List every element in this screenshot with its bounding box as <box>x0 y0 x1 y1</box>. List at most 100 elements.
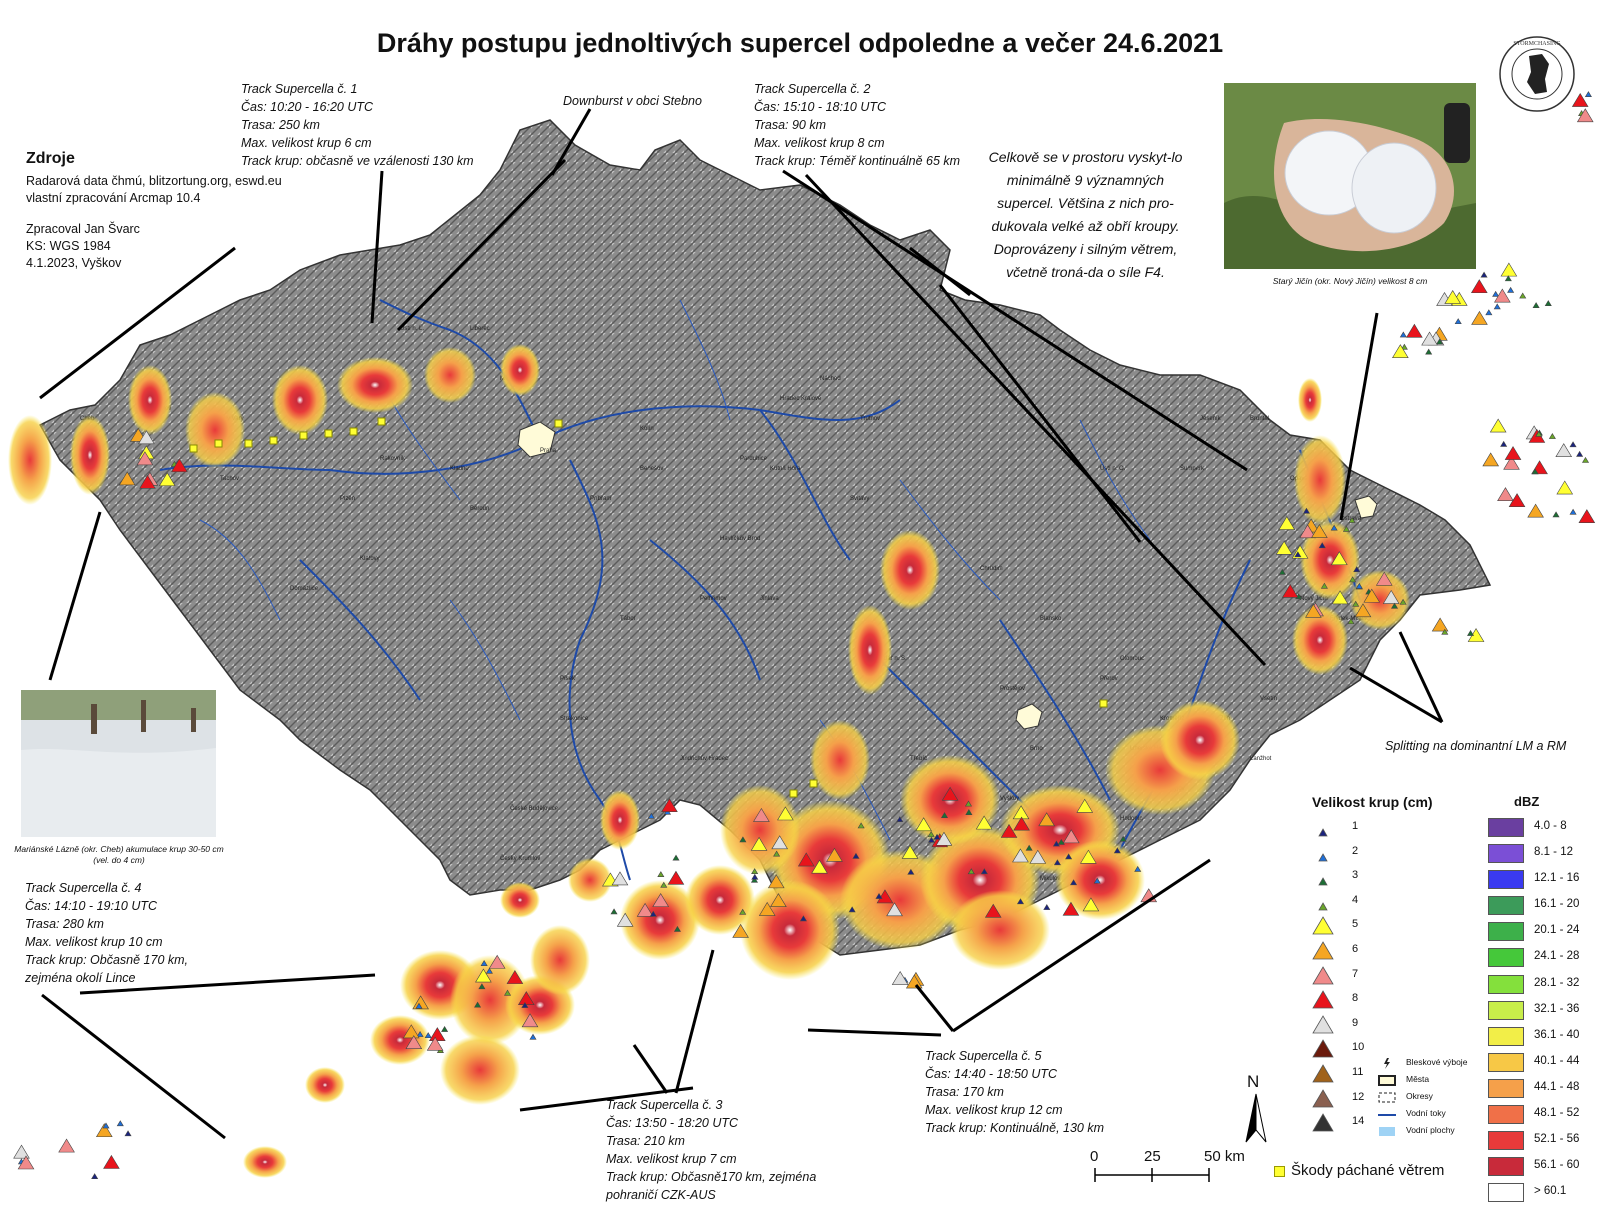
radar-cell <box>950 890 1050 970</box>
hail-legend-row: 5 <box>1312 914 1482 939</box>
hail-report-marker <box>412 995 429 1010</box>
hail-report-marker <box>1294 551 1302 558</box>
radar-cell <box>740 880 840 980</box>
radar-cell <box>1294 435 1346 525</box>
river-icon <box>1378 1114 1396 1116</box>
hail-report-marker <box>1016 898 1025 905</box>
hail-report-marker <box>1390 602 1399 609</box>
town-label: Tachov <box>220 476 239 482</box>
hail-accumulation-caption: Mariánské Lázně (okr. Cheb) akumulace kr… <box>14 844 224 866</box>
hail-report-marker <box>415 1002 423 1009</box>
hail-legend-row: 3 <box>1312 865 1482 890</box>
hail-report-marker <box>927 831 935 837</box>
dbz-swatch <box>1488 870 1524 890</box>
hail-legend-row: 12 <box>1312 1087 1482 1112</box>
hail-report-marker <box>1497 487 1514 502</box>
hail-accumulation-photo <box>21 690 216 837</box>
triangle-icon <box>1312 916 1334 935</box>
hail-report-marker <box>1480 271 1488 278</box>
hail-report-marker <box>1489 418 1507 433</box>
hail-report-marker <box>797 852 815 867</box>
hail-report-marker <box>1454 318 1462 325</box>
hail-report-marker <box>529 1033 537 1040</box>
hail-report-marker <box>58 1138 75 1153</box>
hail-report-marker <box>136 451 154 466</box>
hail-report-marker <box>610 908 618 915</box>
dbz-swatch <box>1488 1157 1524 1177</box>
hail-reports <box>13 91 1596 1180</box>
hail-report-marker <box>474 1001 482 1008</box>
wind-damage-marker <box>349 427 358 436</box>
radar-cell <box>128 365 172 435</box>
hail-report-marker <box>751 868 759 874</box>
dbz-legend-row: 48.1 - 52 <box>1488 1102 1588 1128</box>
radar-cell <box>600 790 640 850</box>
hail-legend-value: 3 <box>1352 869 1359 882</box>
dbz-label: 52.1 - 56 <box>1534 1133 1580 1146</box>
district-icon <box>1378 1092 1396 1103</box>
triangle-icon <box>1312 965 1334 984</box>
radar-cell <box>720 785 800 875</box>
town-label: Písek <box>560 676 576 682</box>
track-line: Čas: 15:10 - 18:10 UTC <box>754 100 887 114</box>
hail-legend-value: 8 <box>1352 992 1359 1005</box>
hail-report-marker <box>975 815 993 830</box>
hail-report-marker <box>1399 598 1407 605</box>
scale-label: 0 <box>1090 1148 1099 1165</box>
wind-damage-marker <box>1099 699 1108 708</box>
dbz-legend-row: 8.1 - 12 <box>1488 841 1588 867</box>
dbz-label: 56.1 - 60 <box>1534 1159 1580 1172</box>
town-label: Vsetín <box>1260 696 1277 702</box>
hail-report-marker <box>1052 840 1060 847</box>
triangle-icon <box>1312 990 1334 1009</box>
hail-report-marker <box>1352 600 1360 607</box>
radar-cell <box>500 882 540 918</box>
hail-report-marker <box>915 817 932 832</box>
hail-report-marker <box>1070 879 1078 886</box>
rivers-minor <box>199 299 1151 841</box>
triangle-icon <box>1312 1064 1334 1083</box>
hail-report-marker <box>102 1122 110 1129</box>
hail-report-marker <box>1347 618 1355 625</box>
dbz-legend-row: 52.1 - 56 <box>1488 1128 1588 1154</box>
town-label: Náchod <box>820 376 841 382</box>
hail-report-marker <box>1363 588 1381 603</box>
svg-text:STORMCHASING: STORMCHASING <box>1513 41 1561 47</box>
radar-cell <box>500 344 540 396</box>
hail-report-marker <box>405 1035 423 1050</box>
dbz-label: 4.0 - 8 <box>1534 820 1567 832</box>
lightning-icon <box>1384 1058 1390 1069</box>
hail-report-marker <box>905 974 923 989</box>
hail-report-marker <box>753 807 770 822</box>
wind-damage-marker <box>809 779 818 788</box>
hail-report-marker <box>1581 456 1590 463</box>
hail-report-marker <box>886 902 903 917</box>
town-label: Český Krumlov <box>500 855 540 862</box>
hail-report-marker <box>1331 590 1349 605</box>
track-line: Track krup: Téměř kontinuálně 65 km <box>754 154 961 168</box>
hail-report-marker <box>1080 849 1097 864</box>
town-label: Příbram <box>590 496 611 502</box>
dbz-legend-row: 16.1 - 20 <box>1488 893 1588 919</box>
radar-cell <box>530 925 590 995</box>
hail-report-marker <box>1544 300 1552 306</box>
hail-report-marker <box>1504 446 1522 460</box>
dbz-label: 40.1 - 44 <box>1534 1054 1580 1067</box>
hail-report-marker <box>480 960 488 966</box>
wind-damage-marker <box>214 439 223 448</box>
hail-report-marker <box>649 910 657 917</box>
summary-text: Celkově se v prostoru vyskyt-lo minimáln… <box>988 149 1183 280</box>
hail-report-marker <box>1330 551 1348 566</box>
hail-report-marker <box>1555 443 1573 457</box>
radar-cell <box>305 1067 345 1103</box>
track-line: Max. velikost krup 6 cm <box>241 136 372 150</box>
triangle-icon <box>1318 901 1328 911</box>
town-label: Liberec <box>470 326 490 332</box>
hail-report-marker <box>1038 812 1055 827</box>
hail-report-marker <box>750 876 759 883</box>
hail-report-marker <box>758 901 776 916</box>
hail-report-marker <box>1065 853 1073 860</box>
town-label: Trutnov <box>860 416 880 422</box>
track-line: Track krup: Občasně 170 km, <box>25 953 189 967</box>
town-label: Svitavy <box>850 496 869 502</box>
